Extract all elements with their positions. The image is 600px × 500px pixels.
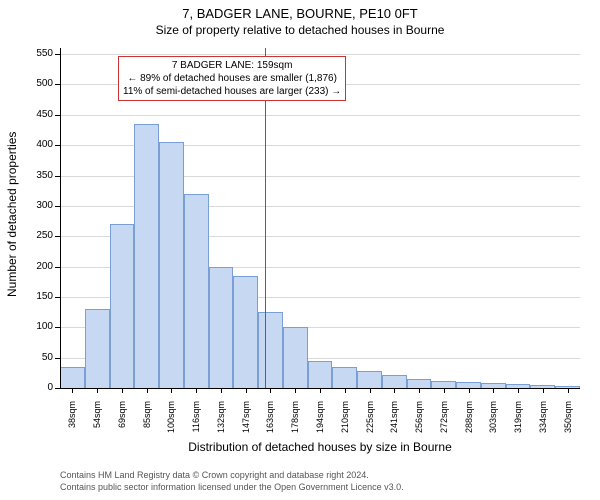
chart-subtitle: Size of property relative to detached ho…	[0, 21, 600, 37]
histogram-bar	[85, 309, 110, 388]
y-tick-label: 200	[25, 261, 53, 272]
histogram-bar	[159, 142, 184, 388]
annotation-box: 7 BADGER LANE: 159sqm ← 89% of detached …	[118, 56, 346, 101]
footer-line1: Contains HM Land Registry data © Crown c…	[60, 470, 369, 480]
histogram-bar	[308, 361, 333, 388]
footer-line2: Contains public sector information licen…	[60, 482, 404, 492]
y-tick-label: 500	[25, 78, 53, 89]
histogram-bar	[184, 194, 209, 388]
y-gridline	[60, 115, 580, 116]
y-tick-label: 100	[25, 321, 53, 332]
y-tick-label: 350	[25, 170, 53, 181]
y-tick-label: 150	[25, 291, 53, 302]
histogram-bar	[134, 124, 159, 388]
y-tick-label: 300	[25, 200, 53, 211]
y-tick-label: 450	[25, 109, 53, 120]
annotation-line1: 7 BADGER LANE: 159sqm	[123, 59, 341, 72]
y-gridline	[60, 54, 580, 55]
chart-title: 7, BADGER LANE, BOURNE, PE10 0FT	[0, 0, 600, 21]
x-axis-line	[60, 388, 580, 389]
annotation-line3: 11% of semi-detached houses are larger (…	[123, 85, 341, 98]
histogram-bar	[110, 224, 135, 388]
y-tick-label: 550	[25, 48, 53, 59]
histogram-bar	[332, 367, 357, 388]
histogram-bar	[209, 267, 234, 388]
y-tick-label: 50	[25, 352, 53, 363]
histogram-bar	[357, 371, 382, 388]
y-tick-label: 250	[25, 230, 53, 241]
x-axis-label: Distribution of detached houses by size …	[60, 440, 580, 454]
histogram-bar	[233, 276, 258, 388]
histogram-bar	[258, 312, 283, 388]
histogram-bar	[431, 381, 456, 388]
histogram-bar	[407, 379, 432, 388]
histogram-bar	[60, 367, 85, 388]
histogram-bar	[382, 375, 407, 388]
y-axis-line	[60, 48, 61, 388]
y-axis-label: Number of detached properties	[5, 137, 19, 297]
histogram-bar	[283, 327, 308, 388]
annotation-line2: ← 89% of detached houses are smaller (1,…	[123, 72, 341, 85]
y-tick-label: 400	[25, 139, 53, 150]
y-tick-label: 0	[25, 382, 53, 393]
